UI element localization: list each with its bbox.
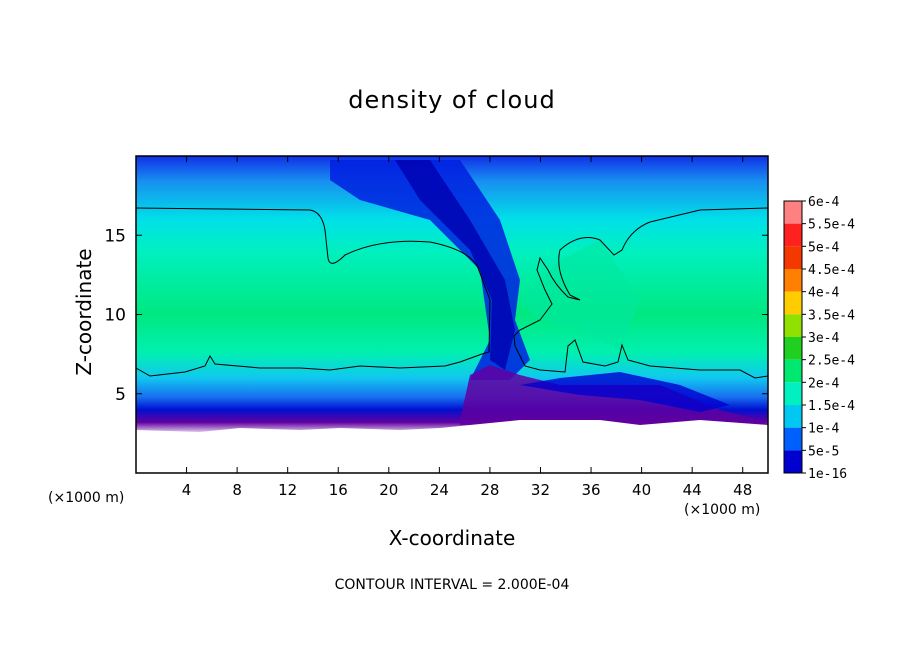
colorbar-swatch [784, 291, 802, 315]
colorbar-label: 4e-4 [808, 286, 839, 301]
colorbar-swatch [784, 427, 802, 451]
colorbar-swatch [784, 269, 802, 292]
x-axis-unit: (×1000 m) [684, 502, 761, 518]
contour-line [513, 207, 769, 379]
colorbar-swatch [784, 450, 802, 473]
clear-air-region [136, 420, 768, 473]
colorbar-swatch [784, 405, 802, 428]
right-outflow [520, 240, 640, 350]
colorbar-label: 4.5e-4 [808, 263, 855, 278]
colorbar-label: 2e-4 [808, 376, 839, 391]
x-tick-label: 32 [531, 481, 550, 499]
colorbar-label: 2.5e-4 [808, 354, 855, 369]
plot-area [135, 155, 769, 474]
downdraft-region [330, 160, 530, 380]
colorbar-swatch [784, 201, 802, 224]
colorbar-swatch [784, 223, 802, 247]
chart-title: density of cloud [348, 86, 556, 114]
y-axis-label: Z-coordinate [72, 248, 96, 376]
colorbar-label: 3.5e-4 [808, 308, 855, 323]
x-tick-label: 20 [379, 481, 398, 499]
colorbar-swatch [784, 314, 802, 337]
y-tick-label: 10 [104, 306, 126, 326]
x-tick-label: 16 [329, 481, 348, 499]
x-tick-label: 48 [733, 481, 752, 499]
x-tick-label: 36 [581, 481, 600, 499]
y-axis-unit: (×1000 m) [48, 490, 125, 506]
x-tick-label: 8 [232, 481, 242, 499]
x-tick-label: 24 [430, 481, 449, 499]
colorbar-swatch [784, 337, 802, 360]
colorbar-label: 6e-4 [808, 195, 839, 210]
x-tick-label: 12 [278, 481, 297, 499]
colorbar-swatch [784, 246, 802, 269]
colorbar-label: 3e-4 [808, 331, 839, 346]
colorbar-swatch [784, 359, 802, 383]
low-level-blue [520, 372, 730, 412]
x-tick-label: 44 [683, 481, 702, 499]
colorbar-label: 1e-4 [808, 422, 839, 437]
colorbar-label: 1.5e-4 [808, 399, 855, 414]
y-tick-label: 5 [115, 385, 126, 405]
colorbar-swatch [784, 382, 802, 405]
x-tick-label: 40 [632, 481, 651, 499]
x-tick-label: 28 [480, 481, 499, 499]
contour-line [135, 207, 491, 377]
colorbar-label: 1e-16 [808, 467, 847, 482]
dark-column [395, 160, 515, 370]
contour-interval-note: CONTOUR INTERVAL = 2.000E-04 [334, 577, 570, 593]
colorbar-label: 5e-4 [808, 240, 839, 255]
x-axis-label: X-coordinate [388, 526, 516, 550]
colorbar-label: 5e-5 [808, 444, 839, 459]
y-tick-label: 15 [104, 226, 126, 246]
colorbar-label: 5.5e-4 [808, 218, 855, 233]
x-tick-label: 4 [182, 481, 192, 499]
